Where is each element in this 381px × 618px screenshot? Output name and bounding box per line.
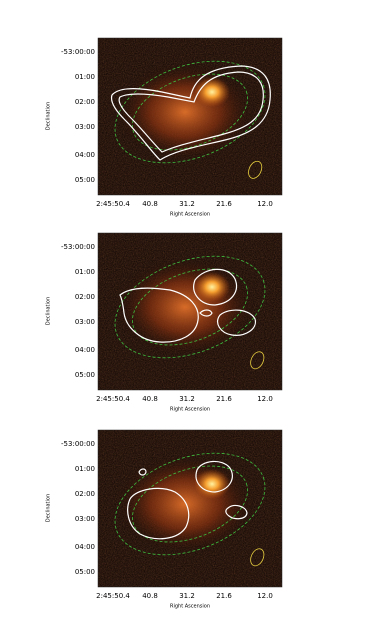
green-contour [114,255,266,359]
x-tick-label: 2:45:50.4 [96,592,130,600]
green-contour [132,465,248,543]
green-contour [132,73,248,151]
y-tick-label: -53:00:00 [61,48,95,56]
x-tick-label: 2:45:50.4 [96,395,130,403]
white-contour [217,309,257,336]
panel: -53:00:00 01:00 02:00 03:00 04:00 05:00 2:45:5… [46,37,283,218]
y-tick-label: 04:00 [75,151,95,159]
x-tick-label: 21.6 [216,395,232,403]
white-contour [199,309,213,317]
image-frame [97,37,283,196]
image-frame [97,429,283,588]
x-tick-label: 12.0 [257,395,273,403]
white-contour [193,268,237,306]
y-tick-label: 04:00 [75,346,95,354]
beam-ellipse [250,351,265,370]
sky-image [98,233,282,390]
y-tick-label: 01:00 [75,73,95,81]
image-frame [97,232,283,391]
white-contour [225,504,248,520]
y-axis-label: Declination [46,102,52,130]
y-tick-label: 03:00 [75,515,95,523]
y-tick-label: 01:00 [75,268,95,276]
beam-ellipse [248,160,263,179]
emission-spot [194,272,230,302]
x-tick-label: 31.2 [179,395,195,403]
green-contour [114,452,266,556]
y-axis-label: Declination [46,297,52,325]
x-tick-label: 31.2 [179,200,195,208]
green-contour [114,60,266,164]
white-contour [118,71,264,153]
y-tick-label: 02:00 [75,98,95,106]
white-contour [138,468,147,476]
x-tick-label: 21.6 [216,592,232,600]
x-tick-label: 31.2 [179,592,195,600]
x-tick-label: 2:45:50.4 [96,200,130,208]
green-contour [132,268,248,346]
panel: -53:00:00 01:00 02:00 03:00 04:00 05:00 2:45:5… [46,429,283,610]
white-contour [195,460,233,493]
x-axis-label: Right Ascension [170,604,210,610]
y-tick-label: 04:00 [75,543,95,551]
x-tick-label: 12.0 [257,200,273,208]
white-contour [127,487,190,540]
x-tick-label: 40.8 [142,395,158,403]
y-tick-label: 02:00 [75,293,95,301]
sky-image [98,38,282,195]
x-tick-label: 21.6 [216,200,232,208]
y-tick-label: -53:00:00 [61,440,95,448]
beam-ellipse [250,548,265,567]
y-tick-label: 03:00 [75,123,95,131]
x-axis-label: Right Ascension [170,212,210,218]
y-tick-label: -53:00:00 [61,243,95,251]
y-tick-label: 05:00 [75,371,95,379]
y-tick-label: 05:00 [75,568,95,576]
y-tick-label: 01:00 [75,465,95,473]
emission-spot [194,77,230,107]
white-contour [119,287,199,343]
y-tick-label: 03:00 [75,318,95,326]
sky-image [98,430,282,587]
x-tick-label: 40.8 [142,592,158,600]
y-axis-label: Declination [46,494,52,522]
emission-spot [194,469,230,499]
x-tick-label: 12.0 [257,592,273,600]
x-axis-label: Right Ascension [170,407,210,413]
x-tick-label: 40.8 [142,200,158,208]
panel: -53:00:00 01:00 02:00 03:00 04:00 05:00 2:45:5… [46,232,283,413]
y-tick-label: 02:00 [75,490,95,498]
white-contour [110,65,271,161]
y-tick-label: 05:00 [75,176,95,184]
